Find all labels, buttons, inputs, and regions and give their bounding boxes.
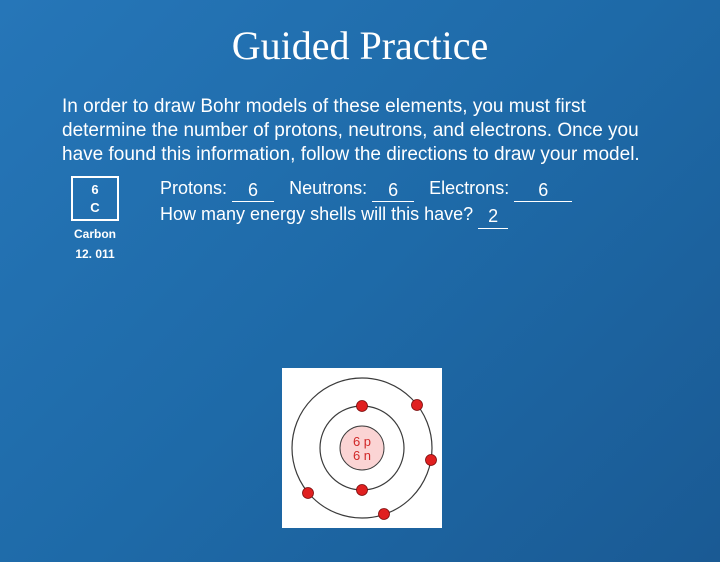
atomic-mass: 12. 011 (75, 247, 114, 261)
protons-blank: 6 (232, 176, 274, 202)
element-column: 6 C Carbon 12. 011 (62, 176, 128, 261)
periodic-element-tile: 6 C (71, 176, 119, 221)
fill-line-2: How many energy shells will this have? 2 (160, 202, 572, 228)
svg-text:6 p: 6 p (353, 434, 371, 449)
atomic-number: 6 (91, 182, 98, 197)
content-row: 6 C Carbon 12. 011 Protons: 6 Neutrons: … (62, 176, 720, 261)
protons-value: 6 (248, 180, 258, 200)
electrons-blank: 6 (514, 176, 572, 202)
fill-in-text: Protons: 6 Neutrons: 6 Electrons: 6 How … (160, 176, 572, 261)
protons-label: Protons: (160, 178, 227, 198)
shells-value: 2 (488, 206, 498, 226)
slide-title: Guided Practice (0, 22, 720, 69)
bohr-diagram-svg: 6 p6 n (282, 368, 442, 528)
bohr-model: 6 p6 n (282, 368, 442, 528)
shells-question: How many energy shells will this have? (160, 204, 473, 224)
svg-text:6 n: 6 n (353, 448, 371, 463)
fill-line-1: Protons: 6 Neutrons: 6 Electrons: 6 (160, 176, 572, 202)
electrons-value: 6 (538, 180, 548, 200)
neutrons-value: 6 (388, 180, 398, 200)
electrons-label: Electrons: (429, 178, 509, 198)
shells-blank: 2 (478, 202, 508, 228)
element-name: Carbon (74, 227, 116, 241)
neutrons-blank: 6 (372, 176, 414, 202)
slide-paragraph: In order to draw Bohr models of these el… (62, 95, 658, 166)
element-symbol: C (90, 200, 99, 215)
neutrons-label: Neutrons: (289, 178, 367, 198)
